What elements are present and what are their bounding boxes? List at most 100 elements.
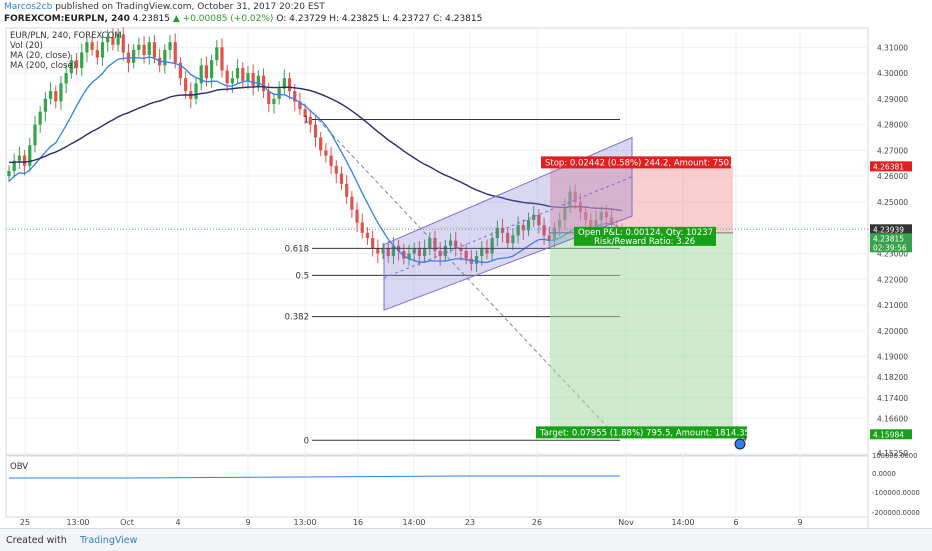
candle-body[interactable] bbox=[267, 91, 271, 105]
tradingview-logo[interactable]: TradingView bbox=[80, 535, 138, 546]
candle-body[interactable] bbox=[215, 47, 219, 61]
candle-body[interactable] bbox=[121, 34, 125, 53]
legend-series[interactable]: EUR/PLN, 240, FOREXCOM bbox=[10, 31, 122, 41]
target-zone[interactable] bbox=[550, 232, 733, 435]
candle-body[interactable] bbox=[106, 37, 110, 43]
ma20-line[interactable] bbox=[8, 56, 623, 264]
legend-ma20[interactable]: MA (20, close) bbox=[10, 51, 71, 61]
candle-body[interactable] bbox=[448, 240, 453, 246]
candle-body[interactable] bbox=[85, 42, 89, 53]
candle-body[interactable] bbox=[22, 155, 27, 166]
candle-body[interactable] bbox=[547, 235, 551, 241]
candle-body[interactable] bbox=[168, 42, 172, 50]
candle-body[interactable] bbox=[516, 225, 520, 236]
candle-body[interactable] bbox=[54, 91, 58, 102]
candle-body[interactable] bbox=[329, 155, 333, 166]
candle-body[interactable] bbox=[43, 98, 47, 112]
candle-body[interactable] bbox=[334, 165, 338, 174]
candle-body[interactable] bbox=[402, 250, 406, 259]
parallel-channel[interactable] bbox=[383, 136, 633, 311]
candle-body[interactable] bbox=[204, 65, 209, 79]
candle-body[interactable] bbox=[459, 248, 463, 251]
candle-body[interactable] bbox=[111, 37, 115, 45]
candle-body[interactable] bbox=[235, 67, 240, 79]
candle-body[interactable] bbox=[303, 109, 307, 117]
candle-body[interactable] bbox=[12, 160, 16, 172]
candle-body[interactable] bbox=[251, 73, 255, 86]
candle-body[interactable] bbox=[537, 214, 541, 226]
candle-body[interactable] bbox=[74, 60, 79, 68]
candle-body[interactable] bbox=[319, 137, 323, 151]
candle-body[interactable] bbox=[142, 44, 146, 56]
candle-body[interactable] bbox=[7, 171, 11, 177]
candle-body[interactable] bbox=[386, 248, 390, 257]
candle-body[interactable] bbox=[345, 183, 349, 197]
candle-body[interactable] bbox=[371, 238, 375, 249]
candle-body[interactable] bbox=[178, 62, 183, 79]
candle-body[interactable] bbox=[526, 219, 531, 231]
symbol-name[interactable]: FOREXCOM:EURPLN, 240 bbox=[4, 14, 130, 24]
candle-body[interactable] bbox=[199, 65, 203, 84]
candle-body[interactable] bbox=[184, 78, 188, 92]
candle-body[interactable] bbox=[69, 60, 73, 74]
candle-body[interactable] bbox=[391, 245, 396, 257]
candle-body[interactable] bbox=[48, 91, 53, 99]
candle-body[interactable] bbox=[412, 248, 416, 254]
candle-body[interactable] bbox=[33, 124, 37, 146]
stop-zone[interactable] bbox=[550, 166, 733, 233]
candle-body[interactable] bbox=[230, 78, 234, 84]
candle-body[interactable] bbox=[464, 250, 468, 259]
candle-body[interactable] bbox=[137, 44, 141, 50]
candle-body[interactable] bbox=[209, 60, 214, 79]
candle-body[interactable] bbox=[360, 222, 364, 233]
candle-body[interactable] bbox=[80, 52, 84, 68]
candle-body[interactable] bbox=[261, 75, 266, 92]
candle-body[interactable] bbox=[287, 78, 292, 92]
candle-body[interactable] bbox=[407, 253, 411, 259]
candle-body[interactable] bbox=[438, 250, 442, 257]
candle-body[interactable] bbox=[282, 78, 286, 89]
legend-ma200[interactable]: MA (200, close) bbox=[10, 61, 77, 71]
candle-body[interactable] bbox=[417, 248, 422, 257]
candle-body[interactable] bbox=[350, 196, 354, 210]
candle-body[interactable] bbox=[100, 42, 105, 58]
candle-body[interactable] bbox=[173, 42, 177, 63]
candle-body[interactable] bbox=[293, 91, 297, 102]
candle-body[interactable] bbox=[469, 258, 473, 264]
candle-body[interactable] bbox=[241, 67, 245, 81]
candle-body[interactable] bbox=[480, 248, 484, 257]
candle-body[interactable] bbox=[308, 116, 312, 125]
author-link[interactable]: Marcos2cb bbox=[4, 2, 53, 12]
candle-body[interactable] bbox=[485, 248, 489, 254]
candle-body[interactable] bbox=[500, 227, 505, 233]
candle-body[interactable] bbox=[147, 42, 151, 56]
candle-body[interactable] bbox=[521, 225, 525, 231]
candle-body[interactable] bbox=[313, 124, 318, 138]
candle-body[interactable] bbox=[132, 49, 136, 63]
event-marker-icon[interactable] bbox=[734, 438, 746, 450]
candle-body[interactable] bbox=[17, 155, 22, 161]
candle-body[interactable] bbox=[324, 150, 328, 156]
candle-body[interactable] bbox=[376, 248, 380, 254]
candle-body[interactable] bbox=[542, 225, 546, 236]
candle-body[interactable] bbox=[95, 49, 99, 58]
candle-body[interactable] bbox=[428, 238, 432, 249]
candle-body[interactable] bbox=[194, 83, 198, 99]
candle-body[interactable] bbox=[277, 88, 281, 99]
ma200-line[interactable] bbox=[8, 85, 623, 212]
candle-body[interactable] bbox=[152, 42, 157, 58]
candle-body[interactable] bbox=[116, 34, 120, 45]
candle-body[interactable] bbox=[422, 248, 427, 257]
candle-body[interactable] bbox=[220, 47, 224, 71]
obv-line[interactable] bbox=[9, 475, 620, 479]
candle-body[interactable] bbox=[28, 145, 32, 166]
candle-body[interactable] bbox=[38, 111, 42, 125]
candle-body[interactable] bbox=[381, 248, 385, 254]
candle-body[interactable] bbox=[365, 232, 370, 239]
candle-body[interactable] bbox=[59, 83, 63, 102]
candle-body[interactable] bbox=[246, 73, 250, 81]
legend-volume[interactable]: Vol (20) bbox=[10, 41, 43, 51]
candle-body[interactable] bbox=[443, 245, 447, 257]
candle-body[interactable] bbox=[532, 214, 536, 220]
candle-body[interactable] bbox=[256, 75, 260, 86]
